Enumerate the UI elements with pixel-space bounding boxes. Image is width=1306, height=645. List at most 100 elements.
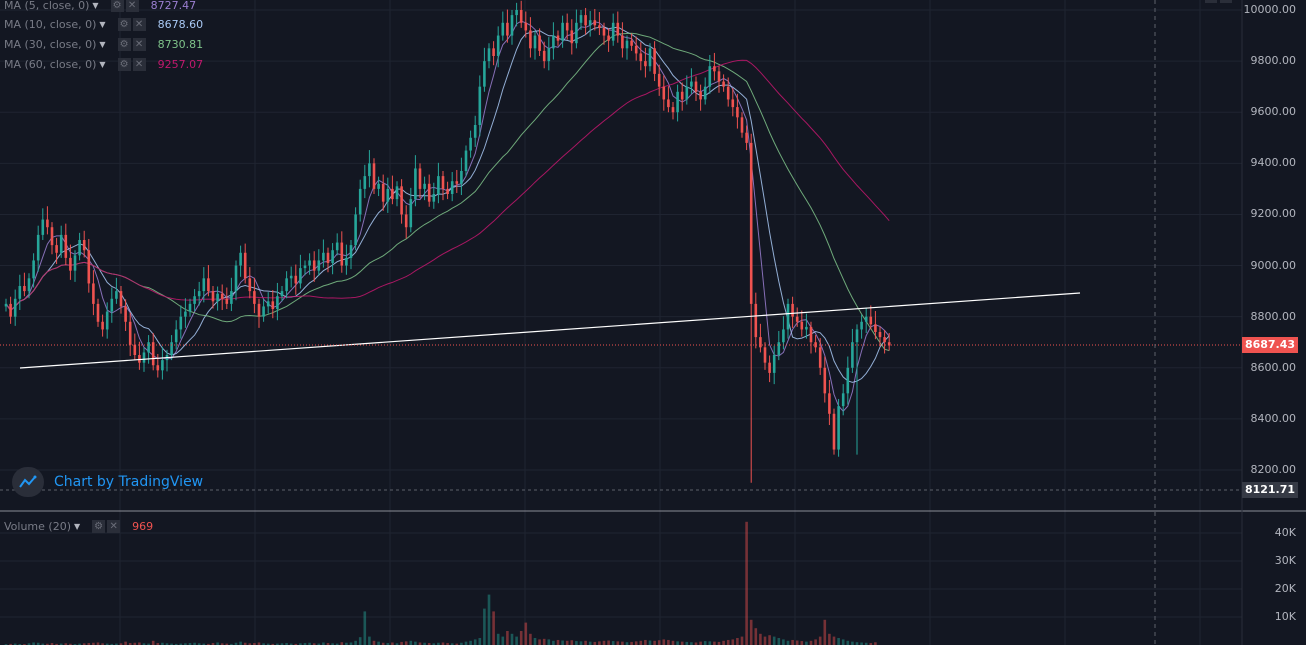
chevron-down-icon[interactable]: ▼ xyxy=(92,0,99,10)
candle-body xyxy=(515,10,518,16)
legend-ma5[interactable]: MA (5, close, 0) ▼ ⚙ ✕ 8727.47 xyxy=(4,0,196,14)
volume-bar xyxy=(584,640,587,645)
legend-ma30[interactable]: MA (30, close, 0) ▼ ⚙ ✕ 8730.81 xyxy=(4,35,203,53)
close-icon[interactable]: ✕ xyxy=(132,37,146,51)
candle-body xyxy=(694,81,698,92)
volume-bar xyxy=(533,638,537,645)
settings-icon[interactable]: ⚙ xyxy=(110,0,124,12)
candle-body xyxy=(616,22,620,36)
candle-body xyxy=(464,150,468,171)
candle-body xyxy=(202,278,206,292)
volume-bar xyxy=(372,640,376,645)
volume-bar xyxy=(156,643,160,645)
low-price-tag: 8121.71 xyxy=(1242,482,1298,498)
volume-bar xyxy=(809,640,813,645)
candle-body xyxy=(216,293,219,302)
candle-body xyxy=(345,257,348,266)
volume-bar xyxy=(128,643,132,645)
volume-bar xyxy=(101,643,104,645)
volume-bar xyxy=(133,642,137,645)
volume-bar xyxy=(381,642,385,645)
settings-icon[interactable]: ⚙ xyxy=(92,519,106,533)
candle-body xyxy=(27,278,31,292)
candle-body xyxy=(142,352,146,363)
candle-body xyxy=(607,35,610,41)
volume-bar xyxy=(184,643,187,645)
volume-bar xyxy=(818,636,822,645)
volume-bar xyxy=(335,643,339,645)
legend-ma60-value: 9257.07 xyxy=(157,57,204,71)
candle-body xyxy=(147,342,150,353)
candle-body xyxy=(188,303,192,312)
close-icon[interactable]: ✕ xyxy=(132,17,146,31)
volume-bar xyxy=(556,639,560,645)
candle-body xyxy=(55,245,58,253)
legend-ma60[interactable]: MA (60, close, 0) ▼ ⚙ ✕ 9257.07 xyxy=(4,55,203,73)
candle-body xyxy=(478,86,482,125)
volume-bar xyxy=(354,640,357,645)
volume-bar xyxy=(119,643,123,645)
candle-body xyxy=(414,168,417,200)
volume-bar xyxy=(519,631,523,645)
settings-icon[interactable]: ⚙ xyxy=(117,17,131,31)
volume-bar xyxy=(648,640,652,645)
candle-body xyxy=(409,199,413,228)
candle-body xyxy=(248,278,252,292)
trend-line[interactable] xyxy=(19,292,1081,369)
candle-body xyxy=(809,326,813,343)
candle-body xyxy=(818,347,822,368)
candle-body xyxy=(708,66,712,87)
volume-bar xyxy=(299,643,302,645)
candle-body xyxy=(887,342,891,346)
volume-bar xyxy=(391,642,394,645)
candle-body xyxy=(331,250,334,263)
settings-icon[interactable]: ⚙ xyxy=(117,57,131,71)
volume-bar xyxy=(621,641,624,645)
tradingview-watermark[interactable]: Chart by TradingView xyxy=(12,467,203,497)
candle-body xyxy=(538,35,541,51)
volume-bar xyxy=(483,608,486,645)
chevron-down-icon[interactable]: ▼ xyxy=(99,39,106,49)
volume-bar xyxy=(653,640,656,645)
current-price-tag: 8687.43 xyxy=(1242,337,1298,353)
pane-controls[interactable] xyxy=(1205,0,1232,3)
legend-ma60-name: MA (60, close, 0) xyxy=(4,57,97,71)
candle-body xyxy=(446,188,449,194)
legend-ma10[interactable]: MA (10, close, 0) ▼ ⚙ ✕ 8678.60 xyxy=(4,15,203,33)
chevron-down-icon[interactable]: ▼ xyxy=(99,19,106,29)
volume-bar xyxy=(492,611,495,645)
settings-icon[interactable]: ⚙ xyxy=(117,37,131,51)
candle-body xyxy=(78,240,81,256)
volume-bar xyxy=(211,643,215,645)
candle-body xyxy=(556,35,560,41)
candle-body xyxy=(312,260,316,271)
volume-bar xyxy=(699,641,702,645)
chevron-down-icon[interactable]: ▼ xyxy=(99,59,106,69)
volume-bar xyxy=(197,643,201,645)
candle-body xyxy=(423,183,426,189)
candle-body xyxy=(777,342,781,355)
candle-body xyxy=(105,311,109,330)
candle-body xyxy=(588,20,592,26)
candle-body xyxy=(846,367,850,394)
volume-bar xyxy=(427,643,431,645)
candle-body xyxy=(427,183,431,202)
close-icon[interactable]: ✕ xyxy=(125,0,139,12)
volume-bar xyxy=(455,643,459,645)
close-icon[interactable]: ✕ xyxy=(107,519,121,533)
candle-body xyxy=(73,255,77,271)
volume-bar xyxy=(87,643,91,645)
volume-bar xyxy=(685,641,689,645)
candle-body xyxy=(174,329,178,343)
legend-ma10-name: MA (10, close, 0) xyxy=(4,17,97,31)
candle-body xyxy=(299,268,302,284)
volume-bar xyxy=(644,639,647,645)
legend-volume[interactable]: Volume (20) ▼ ⚙ ✕ 969 xyxy=(4,517,153,535)
candle-body xyxy=(552,35,555,49)
volume-bar xyxy=(386,643,390,645)
chevron-down-icon[interactable]: ▼ xyxy=(74,521,81,531)
close-icon[interactable]: ✕ xyxy=(132,57,146,71)
candle-body xyxy=(36,234,40,261)
volume-bar xyxy=(230,643,233,645)
